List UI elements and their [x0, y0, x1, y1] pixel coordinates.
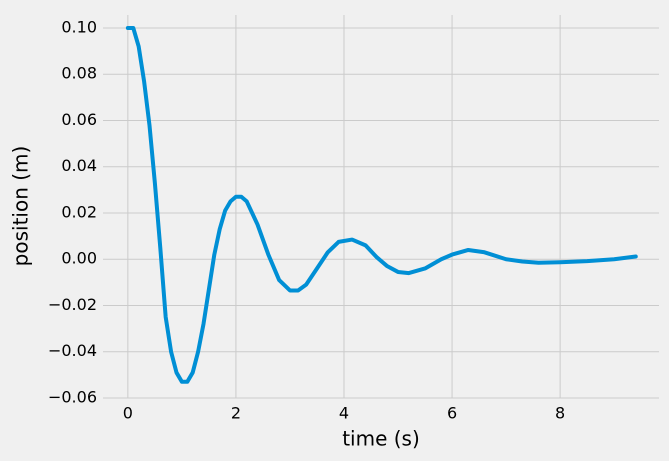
y-tick-label: 0.08: [61, 64, 97, 83]
y-tick-label: −0.06: [48, 388, 97, 407]
x-tick-label: 0: [123, 404, 133, 423]
y-tick-label: 0.00: [61, 249, 97, 268]
data-line: [125, 25, 638, 384]
y-axis-label: position (m): [9, 146, 33, 267]
x-tick-label: 8: [555, 404, 565, 423]
y-tick-label: −0.02: [48, 295, 97, 314]
x-axis-label: time (s): [342, 427, 420, 451]
y-tick-label: 0.04: [61, 156, 97, 175]
y-tick-label: 0.02: [61, 202, 97, 221]
y-tick-label: 0.06: [61, 110, 97, 129]
x-tick-label: 6: [447, 404, 457, 423]
y-tick-label: 0.10: [61, 17, 97, 36]
y-tick-label: −0.04: [48, 341, 97, 360]
x-tick-label: 2: [231, 404, 241, 423]
x-tick-label: 4: [339, 404, 349, 423]
